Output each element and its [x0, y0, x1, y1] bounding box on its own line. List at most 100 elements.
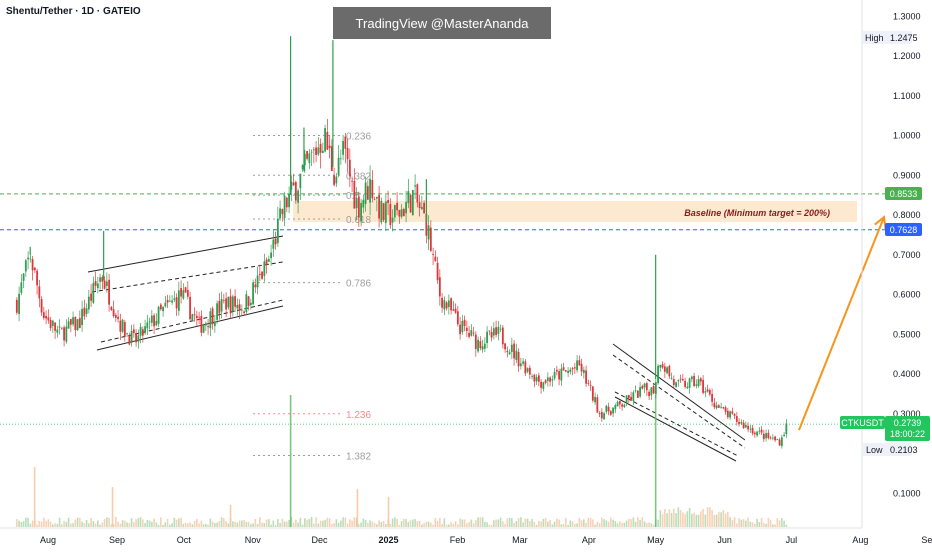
- volume-bar: [513, 522, 515, 527]
- volume-bar: [335, 519, 338, 527]
- candle-body: [711, 393, 713, 402]
- volume-bar: [468, 522, 470, 527]
- volume-bar: [544, 517, 547, 527]
- candle-body: [753, 432, 756, 435]
- candle-body: [488, 330, 491, 332]
- volume-bar: [558, 519, 560, 527]
- candle-body: [285, 197, 288, 208]
- volume-bar: [499, 517, 502, 527]
- candle-body: [776, 439, 779, 441]
- x-tick-label: Dec: [312, 535, 329, 545]
- candle-body: [423, 202, 425, 214]
- candle-body: [526, 368, 529, 372]
- candle-body: [353, 180, 356, 209]
- candle-body: [321, 150, 324, 153]
- candle-body: [335, 176, 338, 184]
- candle-body: [213, 321, 216, 327]
- candle-body: [562, 367, 565, 371]
- volume-bar: [180, 517, 182, 527]
- candle-body: [204, 323, 207, 326]
- candle-body: [652, 386, 655, 394]
- candle-body: [636, 390, 639, 398]
- candle-body: [292, 182, 295, 186]
- candle-body: [447, 300, 450, 307]
- candle-body: [760, 429, 763, 433]
- candle-body: [328, 145, 331, 148]
- candle-body: [135, 333, 137, 343]
- volume-bar: [198, 523, 200, 527]
- volume-bar-tall: [33, 467, 36, 527]
- candle-body: [60, 327, 63, 329]
- candle-body: [571, 368, 574, 370]
- volume-bar: [628, 518, 630, 527]
- symbol-title: Shentu/Tether · 1D · GATEIO: [6, 6, 141, 17]
- volume-bar: [52, 524, 54, 527]
- candle-body: [267, 258, 270, 262]
- candle-body: [182, 290, 185, 299]
- candle-body: [83, 307, 86, 317]
- channel-mid-line: [91, 261, 284, 293]
- channel-upper-line: [87, 235, 284, 273]
- candle-body: [731, 411, 734, 414]
- volume-bar: [630, 519, 632, 527]
- volume-bar-tall: [111, 487, 114, 527]
- candle-body: [339, 158, 342, 160]
- x-tick-label: Jul: [786, 535, 798, 545]
- candle-body: [677, 380, 680, 382]
- volume-bar: [556, 518, 558, 527]
- volume-bar: [243, 519, 245, 527]
- volume-bar: [369, 520, 371, 527]
- volume-bar: [292, 522, 295, 527]
- y-tick-label: 0.8000: [893, 210, 921, 220]
- volume-bar: [594, 524, 596, 527]
- volume-bar: [724, 513, 727, 527]
- x-tick-label: Sep: [109, 535, 125, 545]
- candle-body: [384, 201, 387, 223]
- candle-body: [612, 407, 614, 414]
- volume-bar: [767, 517, 770, 527]
- candle-body: [585, 370, 587, 384]
- candle-body: [310, 151, 313, 153]
- volume-bar: [151, 521, 153, 527]
- candle-body: [506, 350, 509, 353]
- price-level-lines: [0, 193, 885, 425]
- low-tag-label: Low: [866, 445, 883, 455]
- candle-body: [623, 404, 626, 407]
- volume-bar: [162, 524, 164, 527]
- candle-body: [670, 377, 673, 379]
- candle-body: [630, 396, 632, 401]
- y-tick-label: 1.1000: [893, 91, 921, 101]
- volume-bar: [322, 520, 324, 527]
- candle-body: [780, 437, 783, 447]
- candle-body: [299, 173, 302, 189]
- candle-body: [159, 304, 162, 310]
- y-tick-label: 0.1000: [893, 488, 921, 498]
- candles: [15, 36, 788, 449]
- candle-body: [148, 321, 151, 323]
- volume-bar: [623, 522, 626, 527]
- candle-body: [283, 195, 286, 218]
- candle-body: [20, 282, 23, 293]
- candle-body: [650, 387, 653, 396]
- volume-bar: [308, 518, 311, 527]
- volume-bar: [43, 517, 45, 527]
- candle-body: [216, 303, 218, 320]
- candle-body: [301, 165, 304, 170]
- volume-bar: [443, 518, 446, 527]
- volume-bar: [72, 523, 74, 527]
- candle-body: [225, 298, 227, 310]
- candle-body: [729, 411, 731, 418]
- candle-body: [778, 439, 781, 446]
- volume-bar: [29, 523, 32, 527]
- candle-body: [769, 437, 772, 439]
- time-axis[interactable]: Aug Sep Oct Nov Dec 2025 Feb Mar Apr May Jun Jul Aug…: [40, 535, 932, 545]
- candle-body: [362, 199, 365, 208]
- candle-body: [463, 319, 466, 327]
- volume-bar: [693, 512, 695, 527]
- volume-bar: [94, 523, 97, 527]
- candle-body: [429, 227, 432, 251]
- price-axis[interactable]: 1.3000 1.2000 1.1000 1.0000 0.9000 0.8000 0.70…: [893, 11, 921, 498]
- volume-bar: [506, 518, 509, 527]
- candle-body: [767, 432, 770, 439]
